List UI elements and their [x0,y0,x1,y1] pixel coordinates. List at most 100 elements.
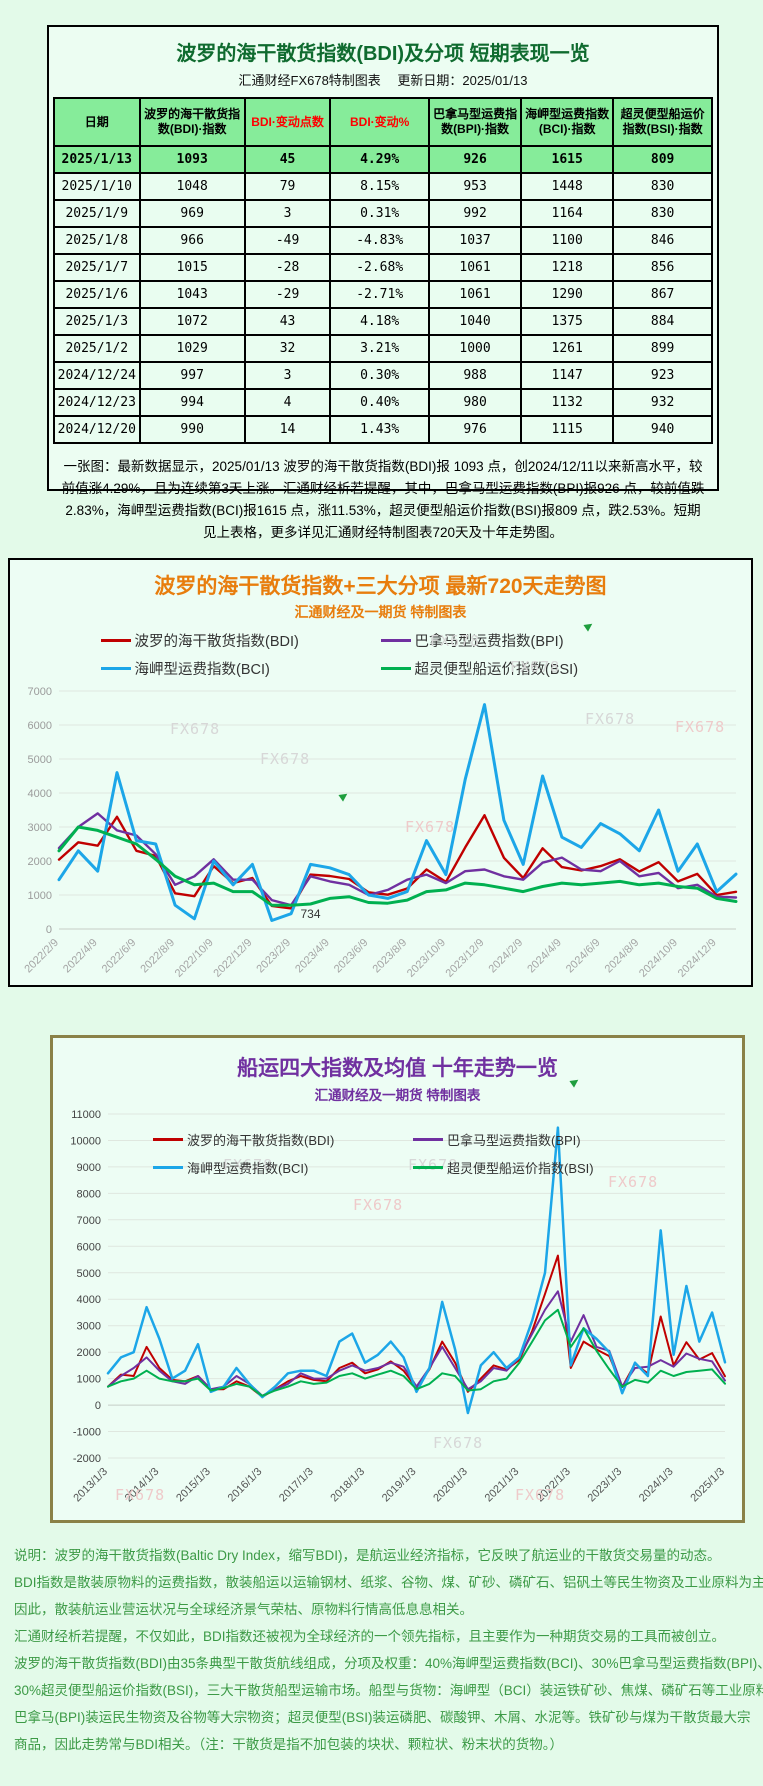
table-cell: 8.15% [329,172,431,201]
y-tick-label: 11000 [71,1109,101,1121]
legend-item: 波罗的海干散货指数(BDI) [100,630,381,651]
table-cell: 980 [428,388,523,417]
y-tick-label: 5000 [28,754,52,766]
table-cell: 856 [612,253,713,282]
table-cell: -2.71% [329,280,431,309]
legend-line-icon [380,667,411,670]
legend-label: 超灵便型船运价指数(BSI) [414,662,579,678]
legend-line-icon [100,667,131,670]
x-tick-label: 2022/1/3 [534,1466,573,1505]
table-cell: 969 [138,199,246,228]
table-cell: 43 [243,307,332,336]
table-cell: 1037 [428,226,523,255]
table-title: 波罗的海干散货指数(BDI)及分项 短期表现一览 [176,43,590,65]
x-tick-label: 2024/1/3 [637,1466,676,1505]
series-line-3 [107,1308,726,1397]
table-cell: 3 [243,361,332,390]
x-tick-label: 2013/1/3 [71,1466,110,1505]
y-tick-label: 3000 [28,822,52,834]
chart2-canvas: -2000 -1000 0 1000 2000 3000 4000 5000 6000 7000 8… [70,1109,727,1505]
data-label: 734 [300,907,320,921]
legend-line-icon [153,1138,183,1141]
y-tick-label: 2000 [28,856,52,868]
x-tick-label: 2016/1/3 [226,1466,265,1505]
footer-line: 巴拿马(BPI)装运民生物资及谷物等大宗物资；超灵便型(BSI)装运磷肥、碳酸钾… [14,1710,751,1725]
table-cell: 2024/12/24 [53,361,141,390]
legend-label: 波罗的海干散货指数(BDI) [134,634,299,650]
table-header-row: 日期 波罗的海干散货指数(BDI)·指数 BDI·变动点数 BDI·变动% 巴拿马型运费… [53,97,713,147]
footer-line: 因此，散装航运业营运状况与全球经济景气荣枯、原物料行情高低息息相关。 [14,1602,473,1617]
table-row: 2025/1/3 1072 43 4.18% 1040 1375 884 [53,307,713,336]
footer-line: 商品，因此走势常与BDI相关。（注：干散货是指不加包装的块状、颗粒状、粉末状的货… [14,1737,564,1752]
legend-line-icon [100,639,131,642]
table-subtitle: 汇通财经FX678特制图表 更新日期：2025/01/13 [238,73,528,88]
header-cell: BDI·变动% [329,97,431,147]
table-cell: 1448 [520,172,615,201]
table-cell: 2025/1/10 [53,172,141,201]
table-cell: 2025/1/13 [53,145,141,174]
footer-line: 说明：波罗的海干散货指数(Baltic Dry Index，缩写BDI)，是航运… [14,1548,721,1563]
series-line-2 [106,1126,727,1415]
table-cell: -29 [243,280,332,309]
table-cell: 830 [612,199,713,228]
table-cell: 953 [428,172,523,201]
chart2-legend: 波罗的海干散货指数(BDI) 巴拿马型运费指数(BPI) 海岬型运费指数(BCI) 超… [153,1130,673,1177]
chart1-title: 波罗的海干散货指数+三大分项 最新720天走势图 [154,575,607,598]
x-tick-label: 2017/1/3 [277,1466,316,1505]
x-tick-label: 2024/6/9 [564,937,603,976]
legend-line-icon [380,639,411,642]
y-tick-label: 3000 [77,1321,101,1333]
x-tick-label: 2019/1/3 [380,1466,419,1505]
table-cell: 2025/1/6 [53,280,141,309]
table-cell: 2025/1/7 [53,253,141,282]
table-cell: 923 [612,361,713,390]
legend-item: 巴拿马型运费指数(BPI) [413,1130,673,1149]
table-cell: 3.21% [329,334,431,363]
y-tick-label: 4000 [77,1294,101,1306]
header-cell: 波罗的海干散货指数(BDI)·指数 [138,97,246,147]
legend-label: 巴拿马型运费指数(BPI) [447,1133,581,1148]
x-tick-label: 2024/8/9 [603,937,642,976]
x-tick-label: 2015/1/3 [174,1466,213,1505]
table-cell: 1043 [138,280,246,309]
footer-description: 说明：波罗的海干散货指数(Baltic Dry Index，缩写BDI)，是航运… [14,1542,763,1758]
table-cell: 4.18% [329,307,431,336]
bdi-data-table: 日期 波罗的海干散货指数(BDI)·指数 BDI·变动点数 BDI·变动% 巴拿马型运费… [53,97,713,444]
legend-line-icon [413,1138,443,1141]
table-cell: 4 [243,388,332,417]
table-cell: 0.40% [329,388,431,417]
legend-item: 波罗的海干散货指数(BDI) [153,1130,413,1149]
y-tick-label: 4000 [28,788,52,800]
table-cell: 997 [138,361,246,390]
x-tick-label: 2024/4/9 [525,937,564,976]
table-cell: 1029 [138,334,246,363]
table-cell: 0.31% [329,199,431,228]
x-tick-label: 2021/1/3 [483,1466,522,1505]
legend-item: 巴拿马型运费指数(BPI) [380,630,661,651]
series-line-0 [57,813,738,910]
table-cell: 1261 [520,334,615,363]
table-cell: 2025/1/3 [53,307,141,336]
y-tick-label: 7000 [28,686,52,698]
table-cell: 966 [138,226,246,255]
x-tick-label: 2022/2/9 [22,937,61,976]
x-tick-label: 2025/1/3 [688,1466,727,1505]
x-tick-label: 2023/2/9 [254,937,293,976]
series-line-0 [107,1254,726,1398]
table-cell: 1290 [520,280,615,309]
legend-line-icon [153,1166,183,1169]
chart-10y-panel: 船运四大指数及均值 十年走势一览 汇通财经及一期货 特制图表 波罗的海干散货指数… [50,1035,745,1523]
x-tick-label: 2023/1/3 [586,1466,625,1505]
table-cell: 992 [428,199,523,228]
footer-line: 汇通财经析若提醒，不仅如此，BDI指数还被视为全球经济的一个领先指标，且主要作为… [14,1629,726,1644]
table-cell: 988 [428,361,523,390]
table-cell: 1015 [138,253,246,282]
table-cell: 1040 [428,307,523,336]
table-cell: -2.68% [329,253,431,282]
table-cell: 830 [612,172,713,201]
table-row: 2024/12/23 994 4 0.40% 980 1132 932 [53,388,713,417]
table-cell: 2024/12/20 [53,415,141,444]
y-tick-label: 2000 [77,1347,101,1359]
table-cell: 2025/1/9 [53,199,141,228]
